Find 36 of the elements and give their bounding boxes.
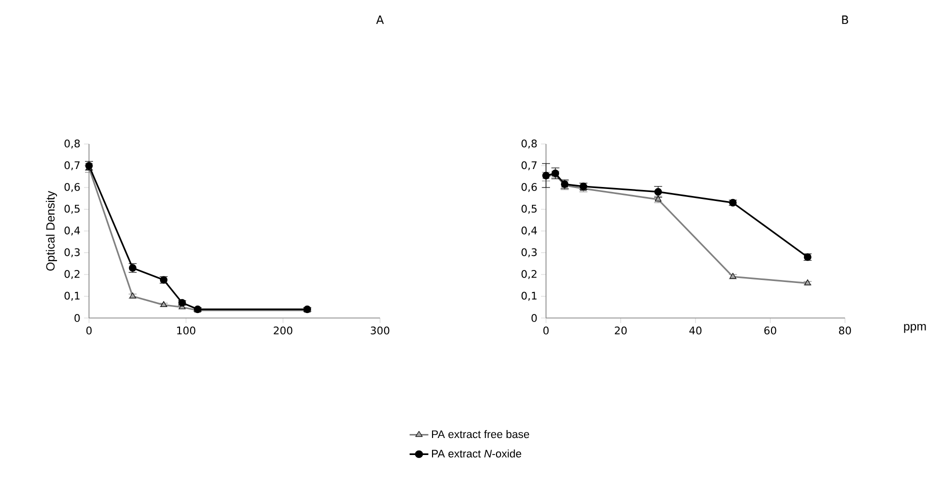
y-tick-label: 0 (532, 314, 537, 322)
y-tick-label: 0,2 (64, 270, 80, 279)
y-tick-label: 0,2 (522, 270, 536, 279)
y-tick-label: 0,3 (522, 248, 537, 258)
y-tick-label: 0,7 (522, 161, 537, 170)
x-tick-label: 300 (370, 326, 390, 334)
x-tick-label: 200 (274, 326, 292, 334)
y-tick-label: 0,7 (64, 161, 80, 170)
point (804, 279, 811, 286)
x-tick-label: 40 (689, 326, 702, 334)
y-tick-label: 0,4 (64, 226, 80, 236)
x-tick-label: 20 (614, 326, 627, 334)
y-tick-label: 0,3 (64, 248, 80, 258)
x-tick-label: 0 (86, 326, 92, 334)
y-tick-label: 0,4 (522, 226, 537, 236)
point (654, 188, 662, 196)
x-tick-label: 60 (764, 326, 776, 334)
y-tick-label: 0,5 (64, 204, 80, 214)
y-axis-title: Optical Density (46, 190, 58, 271)
y-tick-label: 0,6 (522, 183, 537, 192)
y-tick-label: 0,1 (522, 292, 537, 301)
y-tick-label: 0,5 (522, 204, 537, 214)
chart-title: A (376, 16, 384, 24)
x-axis-title: ppm (904, 324, 926, 333)
chart-title: B (842, 16, 848, 24)
legend-label: PA extract N-oxide (432, 449, 522, 458)
x-tick-label: 0 (543, 326, 549, 334)
legend-label: PA extract free base (432, 430, 530, 438)
y-tick-label: 0 (74, 314, 80, 322)
x-tick-label: 80 (839, 326, 851, 334)
y-tick-label: 0,6 (64, 183, 80, 192)
x-tick-label: 100 (177, 326, 196, 334)
point (654, 196, 662, 202)
y-tick-label: 0,8 (64, 140, 80, 148)
y-tick-label: 0,8 (522, 140, 537, 148)
y-tick-label: 0,1 (64, 292, 80, 301)
